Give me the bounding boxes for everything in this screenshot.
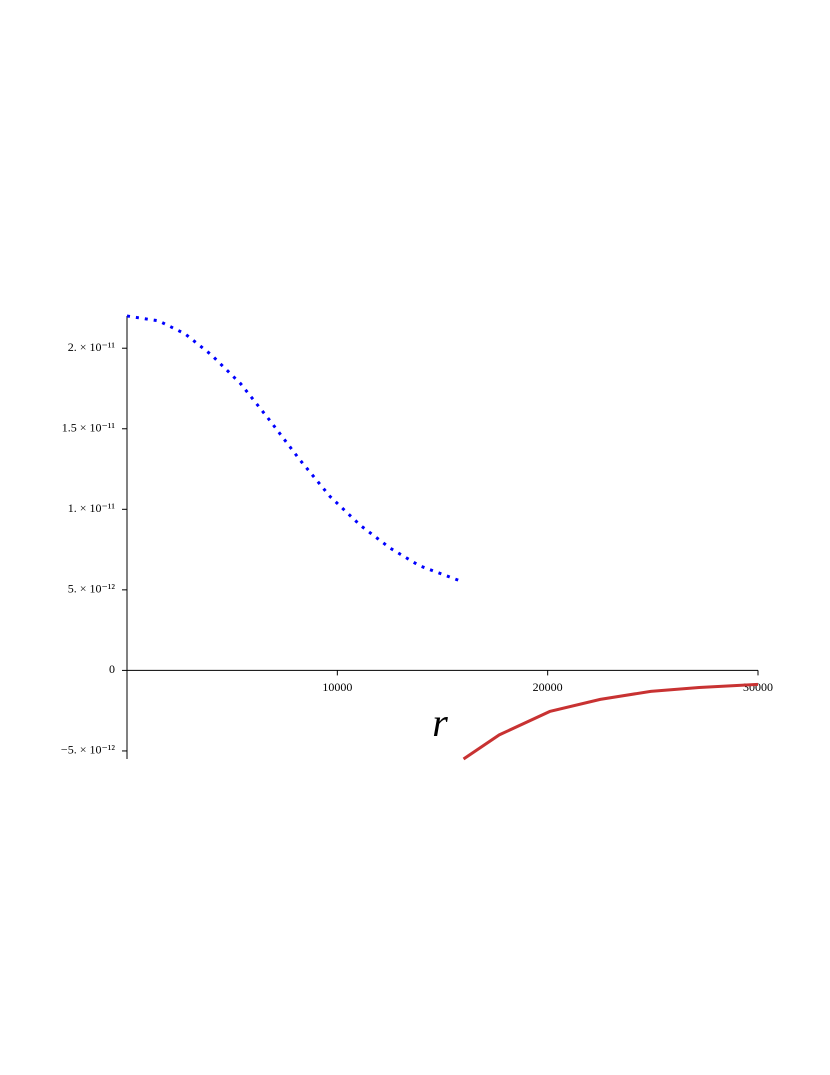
y-tick-label: 1. × 10⁻¹¹	[68, 501, 116, 515]
x-tick-label: 20000	[533, 680, 563, 694]
x-tick-label: 30000	[743, 680, 773, 694]
y-tick-label: 1.5 × 10⁻¹¹	[62, 421, 116, 435]
y-tick-label: 5. × 10⁻¹²	[68, 582, 116, 596]
series-line	[126, 314, 459, 582]
series-line	[462, 682, 759, 761]
x-tick-label: 10000	[322, 680, 352, 694]
y-tick-label: 0	[109, 662, 115, 676]
x-axis-label: r	[432, 700, 448, 745]
y-tick-label: 2. × 10⁻¹¹	[68, 340, 116, 354]
y-tick-label: −5. × 10⁻¹²	[61, 743, 115, 757]
